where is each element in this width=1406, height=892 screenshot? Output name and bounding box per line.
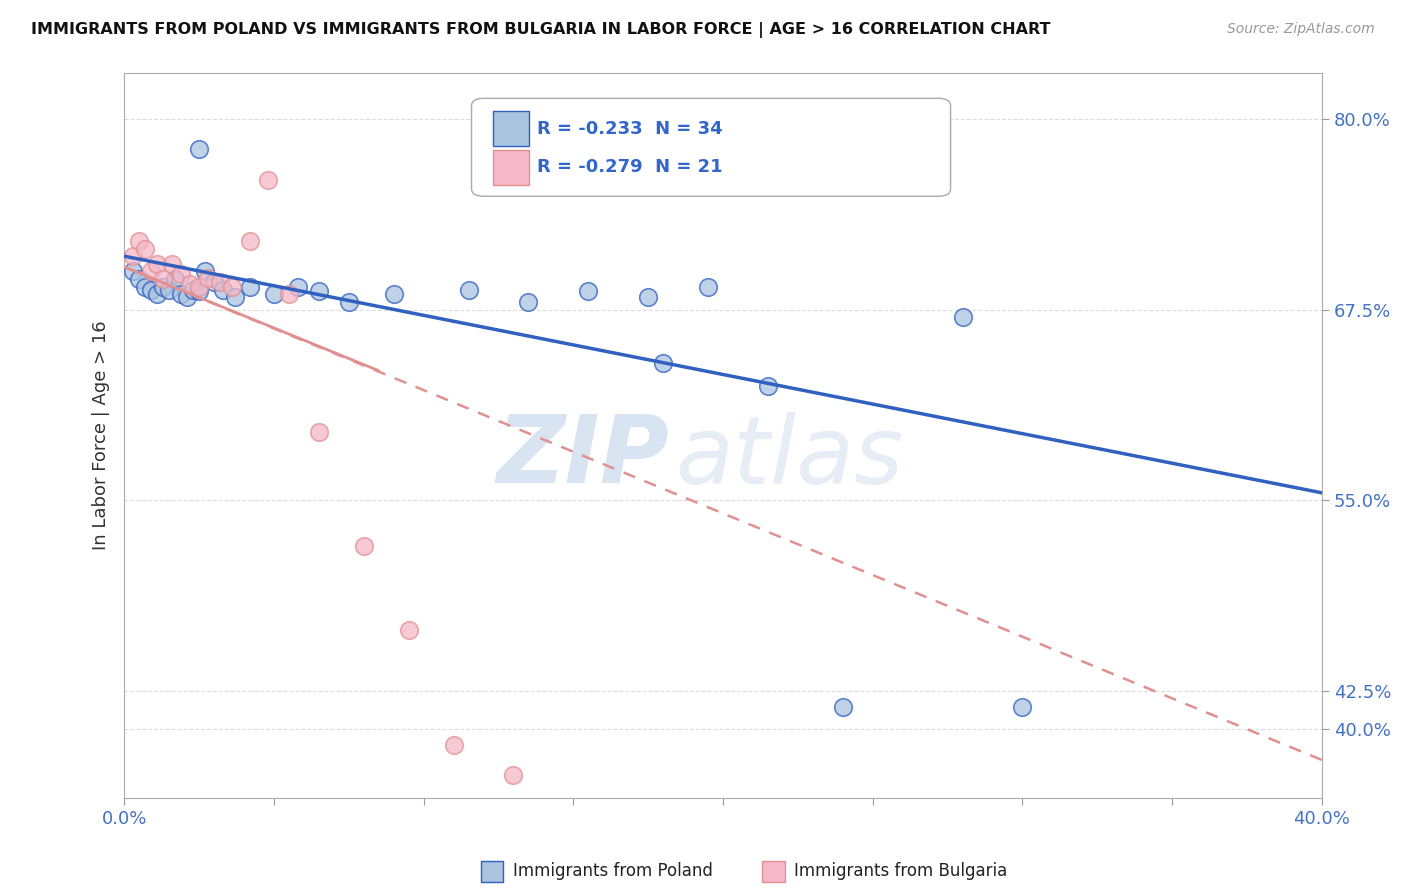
Point [711, 173, 734, 187]
Point [239, 234, 262, 248]
Point [221, 279, 243, 293]
Point [239, 279, 262, 293]
Point [831, 699, 853, 714]
Point [179, 277, 201, 291]
Point [141, 264, 163, 278]
Point [576, 285, 599, 299]
Point [308, 425, 330, 439]
Point [176, 290, 198, 304]
FancyBboxPatch shape [494, 150, 529, 185]
Text: Source: ZipAtlas.com: Source: ZipAtlas.com [1227, 22, 1375, 37]
Point [170, 268, 193, 282]
Point [756, 379, 779, 393]
FancyBboxPatch shape [471, 98, 950, 196]
Point [194, 264, 217, 278]
Point [152, 279, 174, 293]
Point [952, 310, 974, 325]
Point [398, 624, 420, 638]
Point [277, 287, 299, 301]
Point [188, 279, 211, 293]
Point [202, 275, 225, 289]
Point [170, 287, 193, 301]
Point [208, 275, 231, 289]
Point [287, 279, 309, 293]
Point [152, 272, 174, 286]
Text: Immigrants from Poland: Immigrants from Poland [513, 863, 713, 880]
Point [457, 283, 479, 297]
Point [188, 142, 211, 156]
Text: ZIP: ZIP [496, 411, 669, 503]
Point [160, 257, 183, 271]
Point [382, 287, 405, 301]
Point [443, 738, 465, 752]
Point [146, 257, 169, 271]
Point [353, 539, 375, 553]
Point [212, 283, 235, 297]
Y-axis label: In Labor Force | Age > 16: In Labor Force | Age > 16 [93, 321, 110, 550]
FancyBboxPatch shape [494, 112, 529, 146]
Point [157, 283, 180, 297]
Text: Immigrants from Bulgaria: Immigrants from Bulgaria [794, 863, 1008, 880]
Point [257, 173, 280, 187]
Point [263, 287, 285, 301]
Text: R = -0.279  N = 21: R = -0.279 N = 21 [537, 158, 723, 177]
Point [134, 279, 156, 293]
Point [146, 287, 169, 301]
Point [1011, 699, 1033, 714]
Point [308, 285, 330, 299]
Point [122, 264, 145, 278]
Point [128, 234, 150, 248]
Point [165, 272, 187, 286]
Text: atlas: atlas [675, 412, 904, 503]
Text: IMMIGRANTS FROM POLAND VS IMMIGRANTS FROM BULGARIA IN LABOR FORCE | AGE > 16 COR: IMMIGRANTS FROM POLAND VS IMMIGRANTS FRO… [31, 22, 1050, 38]
Point [128, 272, 150, 286]
Point [134, 242, 156, 256]
Point [502, 768, 524, 782]
Point [188, 285, 211, 299]
Text: R = -0.233  N = 34: R = -0.233 N = 34 [537, 120, 723, 138]
Point [637, 290, 659, 304]
Point [122, 249, 145, 263]
Point [181, 283, 204, 297]
Point [652, 356, 675, 370]
Point [517, 295, 540, 310]
Point [224, 290, 246, 304]
Point [197, 270, 219, 285]
Point [337, 295, 360, 310]
Point [141, 283, 163, 297]
Point [697, 279, 720, 293]
